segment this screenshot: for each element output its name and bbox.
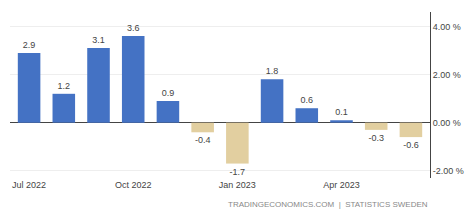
svg-text:2.9: 2.9 [23,40,36,50]
svg-text:3.6: 3.6 [127,23,140,33]
svg-text:-1.7: -1.7 [230,167,246,177]
svg-text:0.1: 0.1 [335,107,348,117]
svg-text:Jan 2023: Jan 2023 [219,180,256,190]
svg-text:4.00 %: 4.00 % [433,22,461,32]
svg-text:2.00 %: 2.00 % [433,70,461,80]
svg-text:1.8: 1.8 [266,66,279,76]
svg-text:-0.6: -0.6 [403,140,419,150]
svg-text:-0.4: -0.4 [195,135,211,145]
svg-text:-0.3: -0.3 [368,133,384,143]
svg-text:0.9: 0.9 [162,88,175,98]
svg-text:-2.00 %: -2.00 % [433,166,464,176]
svg-text:Jul 2022: Jul 2022 [12,180,46,190]
svg-text:TRADINGECONOMICS.COM | STATI: TRADINGECONOMICS.COM | STATISTICS SWEDEN [228,200,428,209]
svg-text:0.6: 0.6 [301,95,314,105]
svg-text:Apr 2023: Apr 2023 [323,180,360,190]
svg-text:1.2: 1.2 [58,81,71,91]
svg-text:0.00 %: 0.00 % [433,118,461,128]
svg-text:3.1: 3.1 [92,35,105,45]
svg-text:Oct 2022: Oct 2022 [115,180,152,190]
